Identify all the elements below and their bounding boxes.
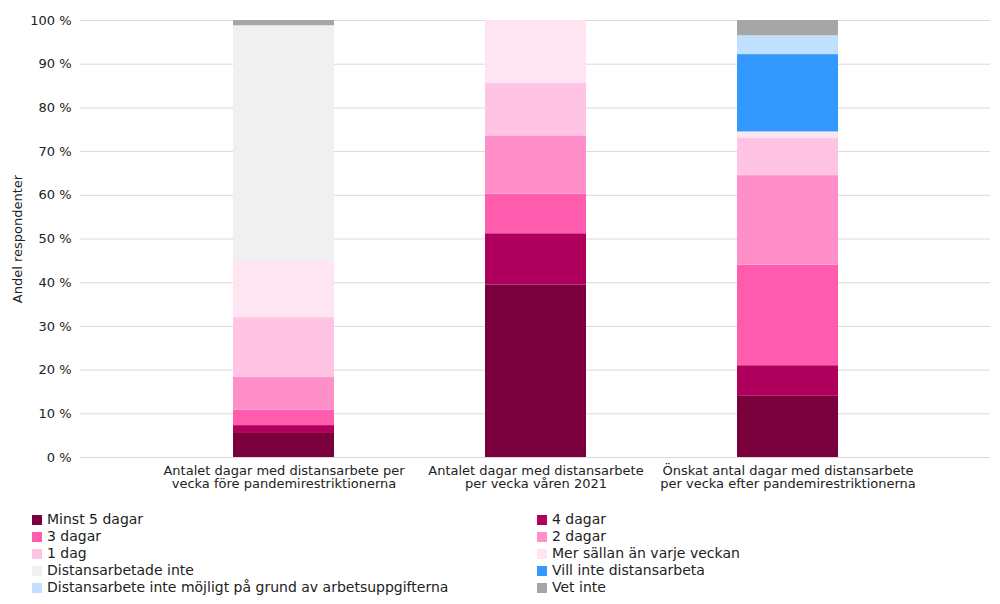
svg-text:Önskat antal dagar med distans: Önskat antal dagar med distansarbeteper … [660, 462, 916, 491]
svg-text:70 %: 70 % [38, 144, 71, 159]
svg-text:50 %: 50 % [38, 231, 71, 246]
html-text:Minst 5 dagar: Minst 5 dagar [47, 511, 144, 527]
html-text:Vet inte: Vet inte [552, 579, 606, 595]
html-text:Mer sällan än varje veckan: Mer sällan än varje veckan [552, 545, 740, 561]
svg-text:Andel respondenter: Andel respondenter [10, 174, 25, 303]
svg-text:60 %: 60 % [38, 187, 71, 202]
svg-text:20 %: 20 % [38, 362, 71, 377]
html-text:Vill inte distansarbeta: Vill inte distansarbeta [552, 562, 705, 578]
html-text:1 dag: 1 dag [47, 545, 87, 561]
svg-text:Antalet dagar med distansarbet: Antalet dagar med distansarbete pervecka… [163, 463, 405, 491]
svg-text:Antalet dagar med distansarbet: Antalet dagar med distansarbeteper vecka… [428, 463, 643, 491]
html-text:3 dagar: 3 dagar [47, 528, 101, 544]
svg-text:30 %: 30 % [38, 319, 71, 334]
html-text:4 dagar: 4 dagar [552, 511, 606, 527]
html-text:Distansarbete inte möjligt på: Distansarbete inte möjligt på grund av a… [47, 579, 449, 595]
svg-text:100 %: 100 % [30, 13, 71, 28]
svg-text:10 %: 10 % [38, 406, 71, 421]
svg-text:0 %: 0 % [47, 450, 72, 465]
html-text:Distansarbetade inte: Distansarbetade inte [47, 562, 194, 578]
svg-text:90 %: 90 % [38, 56, 71, 71]
html-text:2 dagar: 2 dagar [552, 528, 606, 544]
svg-text:80 %: 80 % [38, 100, 71, 115]
svg-text:40 %: 40 % [38, 275, 71, 290]
